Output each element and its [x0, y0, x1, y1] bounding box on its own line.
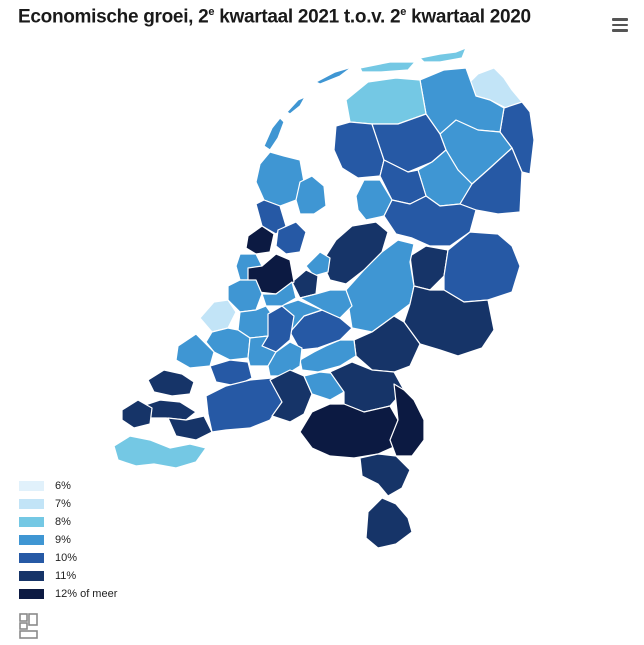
- region-noord-limburg[interactable]: [389, 383, 425, 457]
- region-wadden-5[interactable]: [419, 47, 467, 63]
- legend-swatch: [19, 517, 44, 527]
- region-friesland-north[interactable]: [345, 77, 427, 125]
- region-wadden-3[interactable]: [315, 66, 353, 85]
- region-wadden-2[interactable]: [286, 96, 306, 115]
- legend-label: 11%: [55, 570, 77, 582]
- region-zaanstreek[interactable]: [275, 221, 307, 255]
- legend-label: 12% of meer: [55, 588, 118, 600]
- legend-label: 8%: [55, 516, 71, 528]
- legend-label: 6%: [55, 480, 71, 492]
- legend-item[interactable]: 11%: [19, 567, 117, 585]
- region-twente[interactable]: [443, 231, 521, 303]
- region-achterhoek[interactable]: [403, 285, 495, 357]
- legend-swatch: [19, 481, 44, 491]
- region-zuidoost-zuid-holland[interactable]: [267, 341, 303, 377]
- region-midden-limburg[interactable]: [359, 453, 411, 497]
- legend-label: 9%: [55, 534, 71, 546]
- map-title: Economische groei, 2e kwartaal 2021 t.o.…: [18, 6, 531, 28]
- legend-item[interactable]: 8%: [19, 513, 117, 531]
- region-flevoland[interactable]: [321, 221, 389, 285]
- region-gooi[interactable]: [291, 269, 319, 299]
- region-den-haag[interactable]: [199, 299, 237, 333]
- region-veluwe[interactable]: [345, 239, 415, 333]
- hamburger-menu-icon[interactable]: [608, 14, 632, 36]
- legend-item[interactable]: 10%: [19, 549, 117, 567]
- region-overijssel-west[interactable]: [409, 245, 449, 291]
- legend-swatch: [19, 589, 44, 599]
- region-zuidoost-noord-brabant[interactable]: [299, 403, 399, 459]
- legend-item[interactable]: 12% of meer: [19, 585, 117, 603]
- region-schouwen[interactable]: [147, 369, 195, 397]
- legend-swatch: [19, 571, 44, 581]
- region-wadden-1[interactable]: [263, 117, 285, 151]
- cbs-logo: [19, 613, 38, 639]
- legend-item[interactable]: 9%: [19, 531, 117, 549]
- region-midden-noord-brabant[interactable]: [269, 369, 313, 423]
- region-utrecht-north[interactable]: [299, 289, 353, 319]
- region-zuid-limburg[interactable]: [365, 497, 413, 549]
- legend: 6% 7% 8% 9% 10% 11% 12% of meer: [19, 477, 117, 603]
- legend-item[interactable]: 7%: [19, 495, 117, 513]
- region-wadden-4[interactable]: [359, 61, 416, 73]
- region-zeeuws-vlaanderen[interactable]: [113, 435, 207, 469]
- legend-swatch: [19, 499, 44, 509]
- legend-label: 10%: [55, 552, 78, 564]
- legend-item[interactable]: 6%: [19, 477, 117, 495]
- legend-swatch: [19, 535, 44, 545]
- region-overijssel-north[interactable]: [383, 195, 477, 247]
- region-walcheren[interactable]: [121, 399, 153, 429]
- region-goeree[interactable]: [209, 359, 253, 387]
- region-arnhem-nijmegen[interactable]: [353, 315, 421, 373]
- region-west-friesland[interactable]: [295, 175, 327, 215]
- region-zuid-beveland[interactable]: [167, 415, 213, 441]
- region-rivierenland[interactable]: [299, 339, 357, 373]
- legend-swatch: [19, 553, 44, 563]
- region-ijmond[interactable]: [245, 225, 275, 255]
- legend-label: 7%: [55, 498, 71, 510]
